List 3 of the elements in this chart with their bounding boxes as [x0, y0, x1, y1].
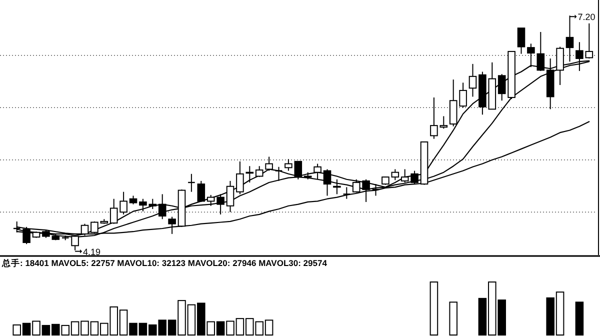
chart-title: 总手: 18401 MAVOL5: 22757 MAVOL10: 32123 MAVOL20: 27946 MAVOL30: 29574 — [1, 258, 328, 268]
annotation: 7.20 — [578, 12, 596, 22]
annotation: 4.19 — [83, 246, 101, 257]
